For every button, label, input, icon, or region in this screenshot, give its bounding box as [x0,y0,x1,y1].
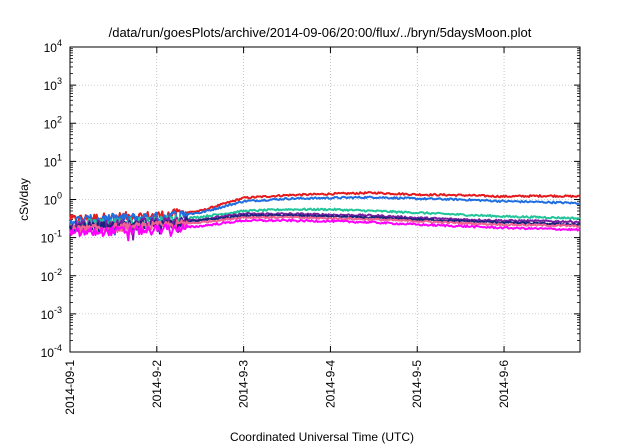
y-tick-label: 104 [44,38,62,55]
y-tick-label: 10-1 [41,229,62,246]
y-tick-label: 100 [44,191,62,208]
ticks [69,46,580,353]
y-tick-label: 10-2 [41,267,62,284]
x-axis-label: Coordinated Universal Time (UTC) [230,430,414,444]
y-tick-label: 103 [44,76,62,93]
series-line-5 [69,213,581,236]
y-tick-exponent: 3 [57,76,62,86]
y-tick-label: 101 [44,152,62,169]
chart-title: /data/run/goesPlots/archive/2014-09-06/2… [109,25,532,40]
y-tick-base: 10 [44,194,58,208]
y-tick-base: 10 [44,41,58,55]
series-line-6 [69,215,581,236]
x-tick-label: 2014-9-2 [150,360,164,408]
x-tick-label: 2014-9-5 [410,360,424,408]
y-tick-exponent: -1 [54,229,62,239]
series-group [69,191,581,242]
x-tick-label: 2014-9-3 [237,360,251,408]
y-tick-base: 10 [41,346,55,360]
y-tick-label: 10-3 [41,305,62,322]
y-tick-exponent: -4 [54,343,62,353]
y-tick-exponent: 4 [57,38,62,48]
y-tick-label: 10-4 [41,343,62,360]
y-tick-label: 102 [44,114,62,131]
y-tick-exponent: 2 [57,114,62,124]
x-tick-label: 2014-9-4 [323,360,337,408]
y-tick-exponent: 1 [57,152,62,162]
y-tick-base: 10 [44,155,58,169]
y-tick-base: 10 [44,117,58,131]
series-line-7 [69,218,581,242]
y-axis-label: cSv/day [17,178,31,221]
x-tick-labels: 2014-09-1 2014-9-2 2014-9-3 2014-9-4 2014-9-… [63,360,511,415]
x-tick-label: 2014-09-1 [63,360,77,415]
series-line-3 [69,207,581,233]
y-tick-exponent: -3 [54,305,62,315]
y-tick-base: 10 [41,308,55,322]
y-tick-base: 10 [44,79,58,93]
y-tick-exponent: 0 [57,191,62,201]
y-tick-base: 10 [41,270,55,284]
y-tick-exponent: -2 [54,267,62,277]
y-tick-base: 10 [41,232,55,246]
x-tick-label: 2014-9-6 [497,360,511,408]
series-line-2 [69,195,581,236]
